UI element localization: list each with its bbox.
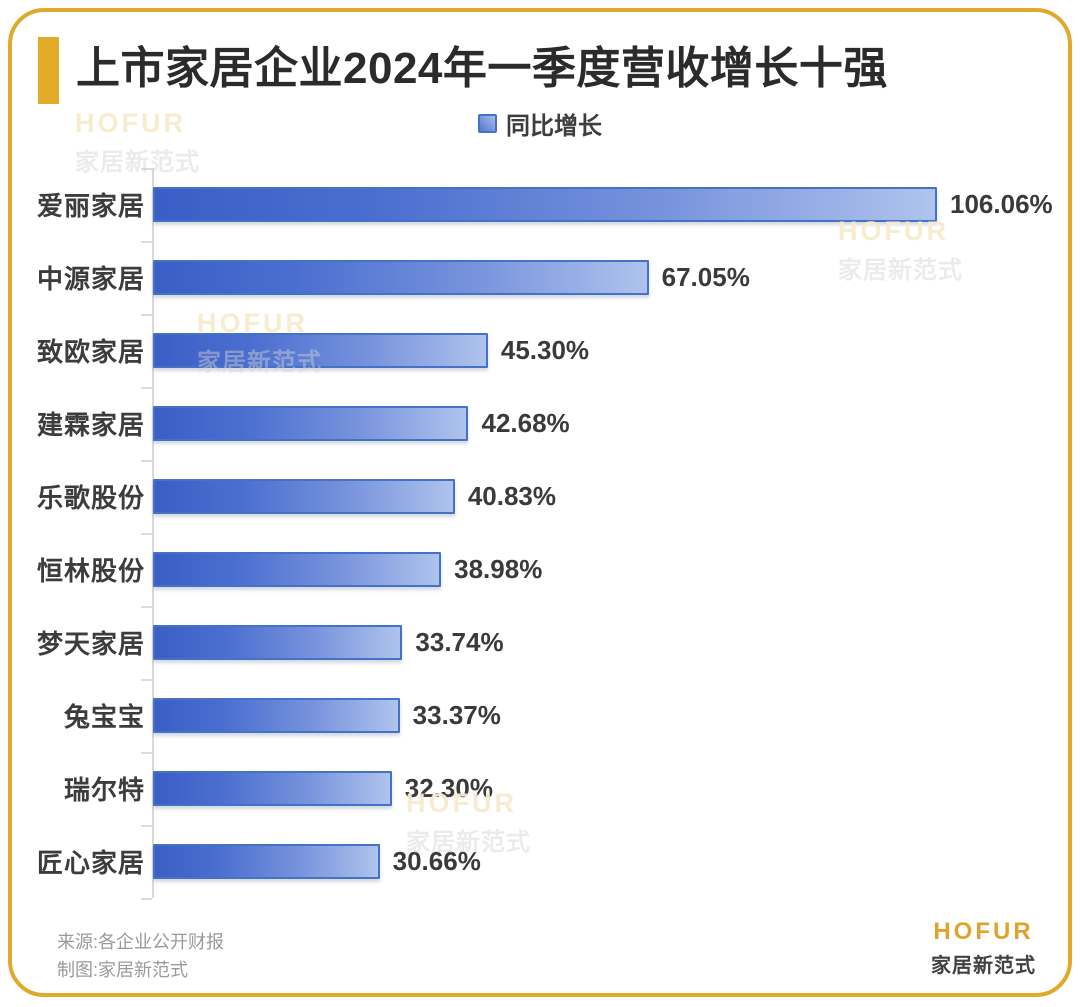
brand-logo: HOFUR 家居新范式 [931, 918, 1036, 978]
value-bar [153, 479, 455, 514]
source-note: 来源:各企业公开财报 制图:家居新范式 [57, 928, 224, 984]
value-bar [153, 698, 400, 733]
value-label: 32.30% [404, 773, 493, 803]
title-accent-bar [38, 37, 59, 104]
category-label: 匠心家居 [36, 848, 145, 878]
chart-row: 瑞尔特 32.30% [0, 752, 1080, 825]
value-bar [153, 625, 403, 660]
credit-line: 制图:家居新范式 [57, 960, 189, 980]
axis-tick [141, 606, 152, 608]
value-label: 38.98% [454, 554, 543, 584]
bar-track: 40.83% [153, 460, 937, 533]
bar-track: 32.30% [153, 752, 937, 825]
bar-track: 67.05% [153, 241, 937, 314]
bar-track: 38.98% [153, 533, 937, 606]
bar-track: 106.06% [153, 168, 1053, 241]
y-axis-line [152, 168, 154, 898]
chart-row: 兔宝宝 33.37% [0, 679, 1080, 752]
bar-track: 33.37% [153, 679, 937, 752]
value-bar [153, 406, 469, 441]
value-bar [153, 187, 937, 222]
bar-track: 45.30% [153, 314, 937, 387]
value-label: 40.83% [467, 481, 556, 511]
source-line: 来源:各企业公开财报 [57, 932, 225, 952]
axis-tick [141, 314, 152, 316]
value-bar [153, 771, 392, 806]
category-label: 恒林股份 [36, 556, 145, 586]
category-label: 建霖家居 [36, 410, 145, 440]
value-label: 45.30% [500, 335, 590, 365]
axis-tick [141, 533, 152, 535]
legend-label: 同比增长 [506, 113, 602, 140]
brand-logo-wordmark: HOFUR [933, 918, 1034, 945]
chart-row: 梦天家居 33.74% [0, 606, 1080, 679]
value-bar [153, 260, 649, 295]
brand-logo-name: 家居新范式 [931, 955, 1036, 977]
category-label: 梦天家居 [36, 629, 145, 659]
chart-row: 恒林股份 38.98% [0, 533, 1080, 606]
category-label: 瑞尔特 [63, 775, 145, 805]
bar-chart: 爱丽家居 106.06% 中源家居 67.05% 致欧家居 45.30% 建霖家… [0, 168, 1080, 900]
category-label: 乐歌股份 [36, 483, 145, 513]
value-label: 30.66% [392, 846, 481, 876]
value-label: 42.68% [481, 408, 570, 438]
axis-tick [141, 898, 152, 900]
bar-track: 30.66% [153, 825, 937, 898]
legend-swatch-icon [478, 114, 497, 133]
legend: 同比增长 [0, 106, 1080, 141]
category-label: 中源家居 [36, 264, 145, 294]
axis-tick [141, 168, 152, 170]
value-bar [153, 844, 380, 879]
chart-row: 爱丽家居 106.06% [0, 168, 1080, 241]
axis-tick [141, 825, 152, 827]
category-label: 致欧家居 [36, 337, 145, 367]
bar-track: 42.68% [153, 387, 937, 460]
axis-tick [141, 241, 152, 243]
value-label: 67.05% [661, 262, 750, 292]
page-title: 上市家居企业2024年一季度营收增长十强 [76, 44, 888, 93]
bar-track: 33.74% [153, 606, 937, 679]
value-bar [153, 333, 488, 368]
value-label: 106.06% [950, 189, 1053, 219]
chart-row: 中源家居 67.05% [0, 241, 1080, 314]
axis-tick [141, 387, 152, 389]
chart-row: 致欧家居 45.30% [0, 314, 1080, 387]
category-label: 爱丽家居 [36, 191, 145, 221]
chart-row: 匠心家居 30.66% [0, 825, 1080, 898]
value-bar [153, 552, 442, 587]
axis-tick [141, 460, 152, 462]
category-label: 兔宝宝 [63, 702, 145, 732]
chart-rows: 爱丽家居 106.06% 中源家居 67.05% 致欧家居 45.30% 建霖家… [0, 168, 1080, 898]
axis-tick [141, 752, 152, 754]
chart-row: 乐歌股份 40.83% [0, 460, 1080, 533]
value-label: 33.74% [415, 627, 504, 657]
value-label: 33.37% [412, 700, 501, 730]
axis-tick [141, 679, 152, 681]
chart-row: 建霖家居 42.68% [0, 387, 1080, 460]
